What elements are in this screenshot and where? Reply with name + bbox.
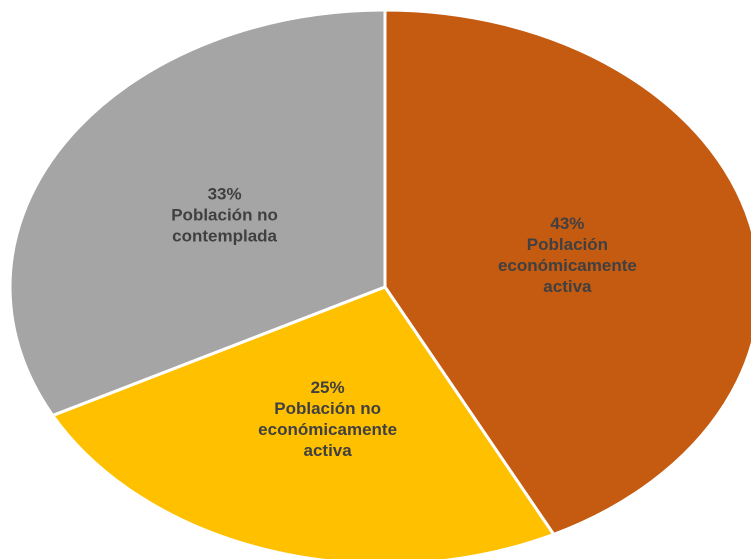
category-label: Población no económicamente activa: [258, 398, 398, 460]
slice-label: 25% Población no económicamente activa: [243, 377, 413, 461]
slice-label: 33% Población no contemplada: [140, 184, 310, 247]
category-label: Población no contemplada: [171, 205, 278, 246]
value-label: 43%: [550, 213, 585, 233]
pie-slice: [50, 285, 557, 559]
category-label: Población económicamente activa: [497, 234, 637, 296]
value-label: 33%: [207, 184, 242, 204]
slice-label: 43% Población económicamente activa: [482, 213, 652, 297]
value-label: 25%: [310, 377, 345, 397]
pie-slice: [8, 8, 387, 418]
pie-slice: [383, 8, 751, 537]
